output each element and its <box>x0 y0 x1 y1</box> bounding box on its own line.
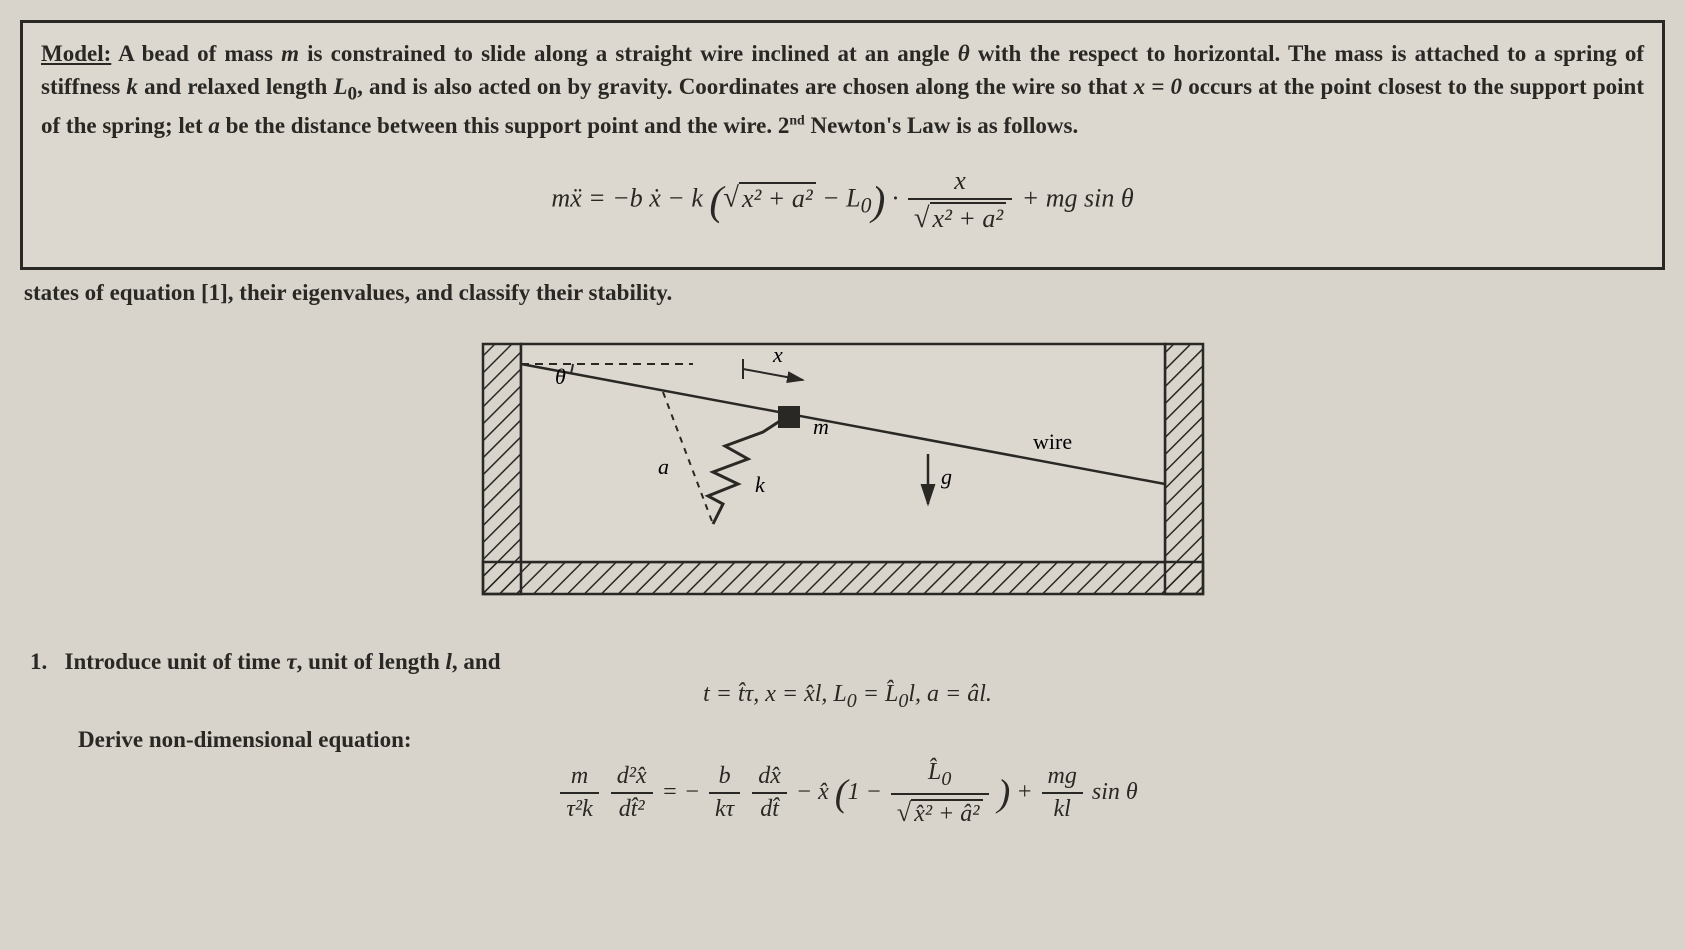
g-label: g <box>941 464 952 489</box>
a-label: a <box>658 454 669 479</box>
diagram: θ a k m x g wire <box>20 324 1665 619</box>
m-label: m <box>813 414 829 439</box>
theta-label: θ <box>555 364 566 389</box>
x-label: x <box>772 342 783 367</box>
newton-equation: mẍ = −b ẋ − k (√x² + a² − L0) · x √x² + … <box>41 166 1644 235</box>
model-text: Model: A bead of mass m is constrained t… <box>41 37 1644 142</box>
q1-number: 1. <box>30 649 47 674</box>
nondim-equation: m τ²k d²x̂ dt̂² = − b kτ dx̂ dt̂ − x̂ (1… <box>30 759 1665 828</box>
question-1: 1. Introduce unit of time τ, unit of len… <box>30 649 1665 828</box>
substitutions: t = t̂τ, x = x̂l, L0 = L̂0l, a = âl. <box>30 681 1665 713</box>
model-label: Model: <box>41 41 111 66</box>
k-label: k <box>755 472 766 497</box>
post-box-text: states of equation [1], their eigenvalue… <box>24 280 1665 306</box>
physics-diagram: θ a k m x g wire <box>463 324 1223 614</box>
derive-label: Derive non-dimensional equation: <box>78 727 1665 753</box>
wire-label: wire <box>1033 429 1072 454</box>
model-box: Model: A bead of mass m is constrained t… <box>20 20 1665 270</box>
